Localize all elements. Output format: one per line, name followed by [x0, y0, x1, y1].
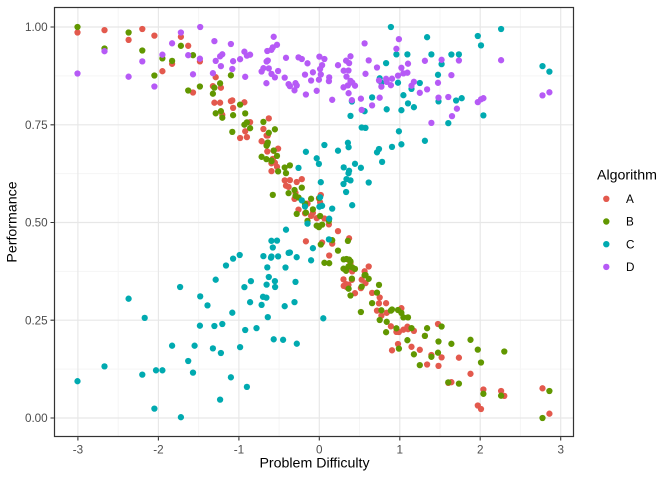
- svg-text:Algorithm: Algorithm: [597, 167, 657, 183]
- svg-text:0.75: 0.75: [25, 119, 48, 132]
- svg-text:-1: -1: [234, 443, 244, 456]
- svg-text:2: 2: [477, 443, 484, 456]
- svg-text:B: B: [626, 216, 634, 229]
- svg-text:-2: -2: [153, 443, 163, 456]
- svg-text:D: D: [626, 261, 634, 274]
- svg-text:0: 0: [316, 443, 323, 456]
- svg-text:1: 1: [397, 443, 404, 456]
- svg-text:0.00: 0.00: [25, 412, 48, 425]
- svg-text:-3: -3: [73, 443, 83, 456]
- svg-text:C: C: [626, 238, 634, 251]
- svg-text:0.25: 0.25: [25, 314, 48, 327]
- svg-text:1.00: 1.00: [25, 21, 48, 34]
- svg-text:Performance: Performance: [5, 181, 21, 262]
- svg-text:0.50: 0.50: [25, 217, 48, 230]
- svg-text:3: 3: [557, 443, 564, 456]
- svg-text:A: A: [626, 193, 634, 206]
- svg-text:Problem Difficulty: Problem Difficulty: [259, 456, 370, 472]
